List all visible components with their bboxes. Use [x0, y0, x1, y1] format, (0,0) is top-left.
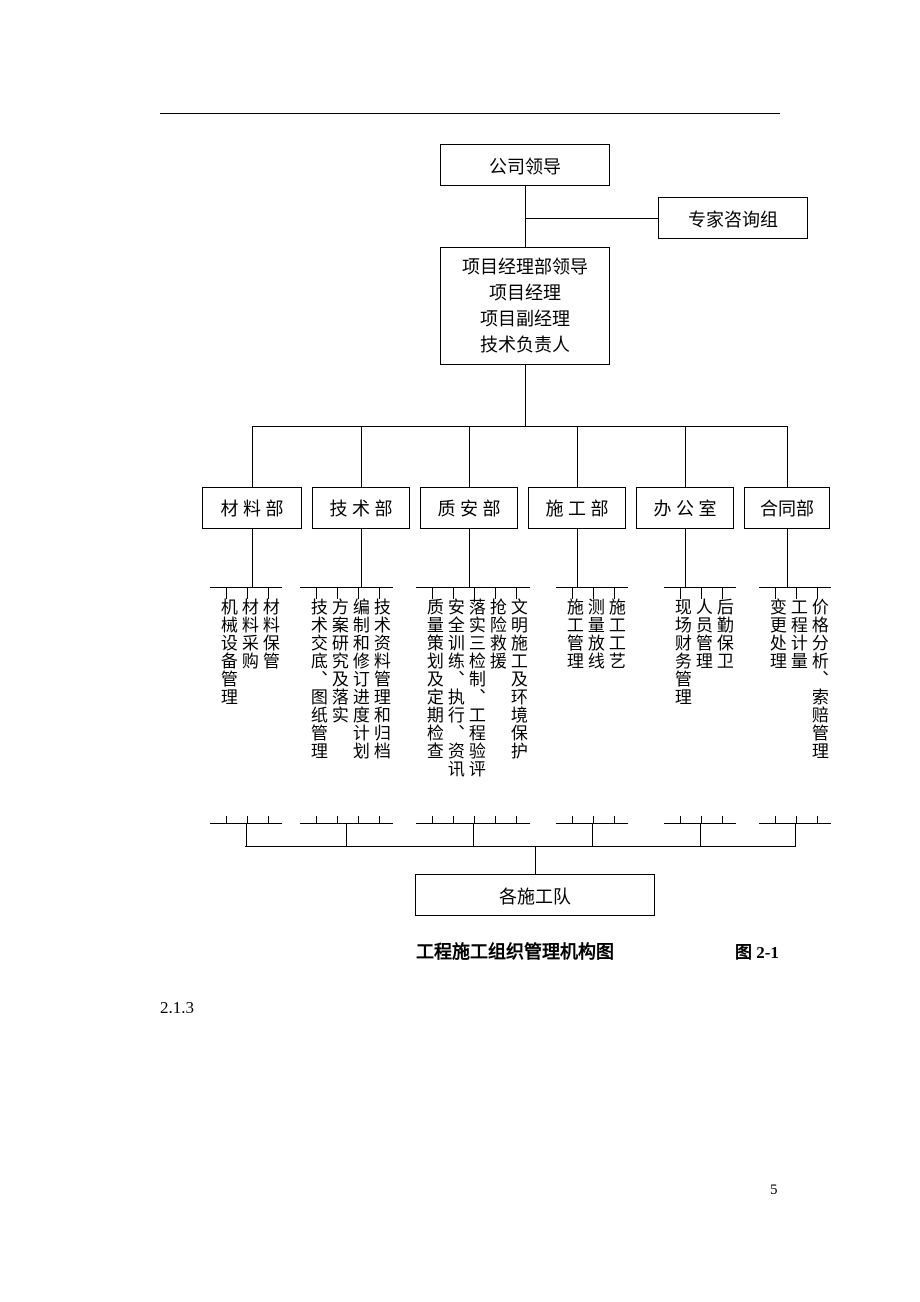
- task-c10: 落实三检制︑工程验评: [466, 598, 484, 816]
- node-teams-label: 各施工队: [416, 884, 654, 910]
- task-c13: 施工管理: [564, 598, 582, 816]
- dept-d6: 合同部: [744, 487, 830, 529]
- node-company: 公司领导: [440, 144, 610, 186]
- task-c14: 测量放线: [585, 598, 603, 816]
- dept-d2: 技 术 部: [312, 487, 410, 529]
- connector-v: [592, 823, 593, 847]
- connector-h: [252, 426, 788, 427]
- task-c12: 文明施工及环境保护: [508, 598, 526, 816]
- connector-v: [535, 846, 536, 875]
- dept-d5: 办 公 室: [636, 487, 734, 529]
- task-c21: 价格分析︑索赔管理: [809, 598, 827, 816]
- task-c15: 施工工艺: [606, 598, 624, 816]
- node-pm: 项目经理部领导 项目经理 项目副经理 技术负责人: [440, 247, 610, 365]
- task-c16: 现场财务管理: [672, 598, 690, 816]
- section-number: 2.1.3: [160, 998, 194, 1018]
- connector-v: [795, 823, 796, 847]
- connector-v: [361, 426, 362, 488]
- task-c3: 材料保管: [260, 598, 278, 816]
- task-c4: 技术交底︑图纸管理: [308, 598, 326, 816]
- page-number: 5: [770, 1182, 778, 1199]
- page-rule: [160, 113, 780, 114]
- task-c20: 工程计量: [788, 598, 806, 816]
- node-expert: 专家咨询组: [658, 197, 808, 239]
- connector-h: [245, 846, 795, 847]
- task-c19: 变更处理: [767, 598, 785, 816]
- node-company-label: 公司领导: [441, 154, 609, 180]
- node-expert-label: 专家咨询组: [659, 207, 807, 233]
- connector-v: [525, 365, 526, 427]
- task-c17: 人员管理: [693, 598, 711, 816]
- node-pm-label: 项目经理部领导 项目经理 项目副经理 技术负责人: [441, 254, 609, 358]
- task-c18: 后勤保卫: [714, 598, 732, 816]
- task-c8: 质量策划及定期检查: [424, 598, 442, 816]
- node-teams: 各施工队: [415, 874, 655, 916]
- connector-v: [361, 529, 362, 588]
- task-c2: 材料采购: [239, 598, 257, 816]
- task-c5: 方案研究及落实: [329, 598, 347, 816]
- dept-d3: 质 安 部: [420, 487, 518, 529]
- connector-v: [685, 529, 686, 588]
- connector-v: [700, 823, 701, 847]
- connector-v: [787, 529, 788, 588]
- org-chart-page: 公司领导专家咨询组项目经理部领导 项目经理 项目副经理 技术负责人各施工队 材 料…: [0, 0, 920, 1302]
- connector-v: [577, 426, 578, 488]
- connector-v: [577, 529, 578, 588]
- connector-v: [469, 529, 470, 588]
- task-c6: 编制和修订进度计划: [350, 598, 368, 816]
- connector-v: [787, 426, 788, 488]
- caption-title: 工程施工组织管理机构图: [416, 938, 614, 964]
- connector-v: [252, 426, 253, 488]
- connector-v: [473, 823, 474, 847]
- task-c1: 机械设备管理: [218, 598, 236, 816]
- dept-d4: 施 工 部: [528, 487, 626, 529]
- task-c7: 技术资料管理和归档: [371, 598, 389, 816]
- connector-v: [252, 529, 253, 588]
- connector-v: [685, 426, 686, 488]
- caption-fig: 图 2-1: [735, 938, 779, 963]
- task-c11: 抢险救援: [487, 598, 505, 816]
- connector-h: [525, 218, 659, 219]
- dept-d1: 材 料 部: [202, 487, 302, 529]
- task-c9: 安全训练︑执行︑资讯: [445, 598, 463, 816]
- connector-v: [246, 823, 247, 847]
- connector-v: [469, 426, 470, 488]
- connector-v: [346, 823, 347, 847]
